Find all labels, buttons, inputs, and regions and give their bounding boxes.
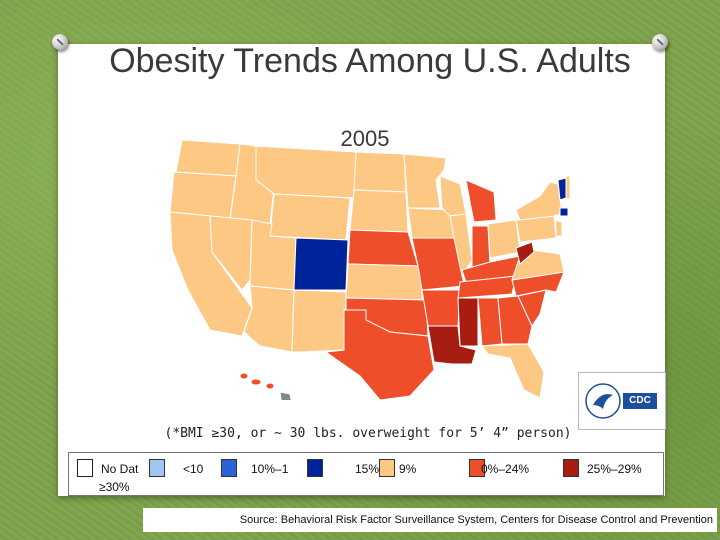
state-illinois (449, 213, 473, 278)
us-obesity-map (169, 140, 570, 400)
legend-label-9: 9% (399, 462, 417, 476)
legend-label-30plus: ≥30% (99, 480, 130, 494)
state-michigan (465, 179, 497, 223)
state-arizona (243, 285, 295, 353)
state-indiana (471, 225, 491, 269)
state-minnesota (403, 153, 447, 209)
state-connecticut (559, 207, 569, 217)
legend-label-10-14: 10%–1 (251, 462, 289, 476)
state-new-mexico (291, 289, 347, 353)
state-ohio (487, 219, 521, 259)
state-north-dakota (353, 151, 407, 193)
legend-label-no-data: No Dat (101, 462, 139, 476)
state-new-hampshire (565, 175, 570, 201)
cdc-logo: CDC (578, 372, 666, 430)
state-nebraska (347, 229, 419, 267)
state-tennessee (457, 275, 517, 299)
cdc-logo-text: CDC (623, 393, 657, 409)
state-arkansas (421, 289, 461, 327)
state-wisconsin (439, 175, 467, 217)
state-south-dakota (349, 189, 409, 233)
source-caption: Source: Behavioral Risk Factor Surveilla… (143, 508, 717, 532)
legend-swatch-25-29 (469, 459, 485, 477)
legend-swatch-10-14 (221, 459, 237, 477)
legend-label-lt10: <10 (183, 462, 204, 476)
state-vermont (557, 177, 567, 201)
state-kansas (345, 263, 423, 301)
state-louisiana (427, 325, 477, 365)
map-legend: No Dat <10 10%–1 15% 9% 0%–24% 25%–29% ≥… (68, 452, 664, 496)
pin-icon-left (52, 34, 68, 50)
pin-icon-right (652, 34, 668, 50)
year-subtitle: 2005 (340, 126, 390, 151)
state-oregon (169, 171, 237, 219)
state-new-york (515, 181, 563, 221)
legend-swatch-no-data (77, 459, 93, 477)
legend-swatch-15-19 (307, 459, 323, 477)
legend-swatch-20-24 (379, 459, 395, 477)
legend-label-25-29: 25%–29% (587, 462, 642, 476)
legend-swatch-30plus (563, 459, 579, 477)
slide-title: Obesity Trends Among U.S. Adults (109, 42, 631, 80)
state-mississippi (457, 297, 479, 347)
state-hawaii (239, 372, 292, 400)
legend-label-20-24: 0%–24% (481, 462, 530, 476)
state-florida (481, 343, 545, 399)
state-washington (175, 140, 241, 177)
legend-swatch-lt10 (149, 459, 165, 477)
state-west-virginia (515, 241, 535, 265)
state-colorado (293, 237, 349, 291)
state-montana (255, 145, 357, 199)
state-nevada (209, 215, 253, 291)
state-wyoming (269, 193, 351, 241)
hhs-eagle-icon (585, 383, 621, 419)
bmi-note: (*BMI ≥30, or ~ 30 lbs. overweight for 5… (164, 426, 572, 441)
state-new-jersey (555, 219, 563, 237)
state-texas (324, 309, 435, 400)
legend-label-15-19: 15% (355, 462, 380, 476)
